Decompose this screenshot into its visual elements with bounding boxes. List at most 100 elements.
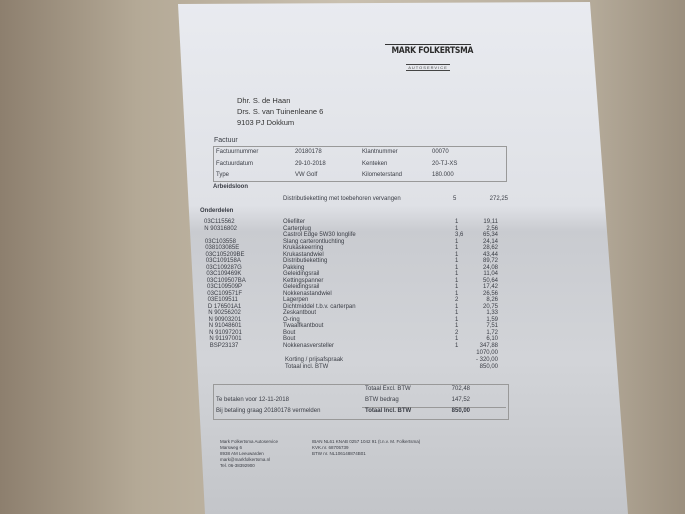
part-amount: 1,33	[486, 310, 498, 316]
part-code: N 90903201	[208, 316, 242, 323]
part-qty: 2	[455, 329, 459, 336]
part-amount: 11,04	[483, 271, 498, 277]
part-qty: 1	[455, 277, 459, 284]
part-code: 03C103558	[204, 238, 236, 245]
summary-value: 702,48	[451, 386, 470, 392]
pay-by-date: Te betalen voor 12-11-2018	[216, 397, 289, 403]
part-description: Oliefilter	[283, 219, 306, 225]
part-code: N 90256202	[208, 310, 241, 316]
part-amount: 24,08	[482, 264, 498, 271]
discount-amount: - 320,00	[475, 357, 498, 363]
part-qty: 1	[455, 258, 459, 264]
part-amount: 89,72	[482, 258, 498, 264]
part-qty: 1	[455, 219, 459, 225]
part-description: Zeskantbout	[283, 310, 317, 316]
part-description: Bout	[283, 329, 296, 336]
field-value: 29-10-2018	[295, 160, 326, 167]
summary-value: 850,00	[451, 408, 470, 414]
part-code: 03C115562	[204, 219, 235, 225]
footer-company-line: mark@markfolkertsma.nl	[220, 457, 271, 462]
field-label: Factuurdatum	[216, 160, 254, 167]
part-amount: 65,34	[482, 232, 498, 238]
part-qty: 3,6	[455, 232, 464, 238]
field-value: 20180178	[295, 149, 322, 155]
footer-company-line: Mark Folkertsma Autoservice	[220, 439, 279, 444]
labour-qty: 5	[453, 196, 457, 202]
subtotal: 1070,00	[476, 350, 498, 356]
part-description: O-ring	[283, 316, 300, 323]
part-amount: 26,56	[482, 290, 498, 297]
labour-description: Distributieketting met toebehoren vervan…	[283, 196, 401, 202]
summary-value: 147,52	[451, 397, 470, 403]
part-code: 038103085E	[205, 245, 240, 251]
labour-heading: Arbeidsloon	[213, 184, 249, 190]
part-code: 03C105209BE	[205, 251, 245, 258]
part-amount: 7,51	[486, 323, 498, 329]
part-amount: 347,88	[479, 342, 498, 349]
part-amount: 6,10	[486, 336, 498, 342]
footer-bank-line: KVK.nr. 68705739	[312, 445, 349, 450]
summary-label: Totaal Excl. BTW	[365, 386, 411, 392]
field-label: Factuurnummer	[216, 149, 259, 155]
invoice-title: Factuur	[214, 137, 238, 144]
part-qty: 1	[455, 245, 459, 251]
part-code: 03C109507BA	[206, 277, 246, 284]
part-qty: 1	[455, 264, 459, 271]
part-qty: 1	[455, 303, 459, 310]
footer-company-line: Marsweg 6	[220, 445, 243, 450]
part-qty: 1	[455, 310, 459, 316]
part-amount: 19,11	[483, 219, 498, 225]
field-label: Kilometerstand	[362, 172, 403, 178]
part-qty: 1	[455, 238, 459, 245]
recipient-street: Drs. S. van Tuinenleane 6	[237, 107, 324, 116]
part-code: N 91197001	[209, 336, 242, 342]
field-value: VW Golf	[295, 172, 318, 178]
part-qty: 1	[455, 323, 459, 329]
field-value: 180.000	[432, 172, 454, 178]
part-code: D 176501A1	[207, 303, 242, 310]
field-value: 20-TJ-XS	[432, 160, 458, 167]
summary-label: Totaal Incl. BTW	[365, 408, 412, 414]
part-description: Distributieketting	[283, 258, 328, 264]
part-description: Bout	[283, 336, 296, 342]
part-amount: 43,44	[482, 251, 498, 258]
field-value: 00070	[432, 149, 449, 155]
total-label: Totaal incl. BTW	[285, 364, 329, 370]
part-amount: 50,64	[482, 277, 498, 284]
part-qty: 1	[455, 251, 459, 258]
part-description: Pakking	[283, 264, 305, 271]
part-amount: 28,62	[482, 245, 498, 251]
footer-bank-line: IBAN NL61 KNAB 0257 1042 91 (t.n.v. M. F…	[312, 439, 421, 444]
part-code: N 91097201	[209, 329, 242, 336]
footer-bank-line: BTW nr. NL106148874B01	[312, 451, 366, 456]
part-amount: 2,56	[486, 225, 498, 232]
part-qty: 1	[455, 342, 459, 349]
part-code: 03C109287G	[206, 264, 242, 271]
footer-company-line: Tel. 06-38392900	[220, 463, 255, 468]
part-description: Castrol Edge 5W30 longlife	[283, 232, 356, 238]
part-code: N 91048601	[208, 323, 242, 329]
recipient-name: Dhr. S. de Haan	[237, 96, 291, 105]
part-qty: 1	[455, 225, 459, 232]
part-description: Carterplug	[283, 225, 312, 232]
company-logo: MARK FOLKERTSMA AUTOSERVICE	[385, 44, 473, 74]
part-description: Twaalfkantbout	[283, 323, 324, 329]
part-code: 03C109158A	[205, 258, 241, 264]
part-amount: 1,72	[486, 329, 498, 336]
part-amount: 17,42	[482, 284, 498, 290]
parts-heading: Onderdelen	[200, 208, 234, 214]
field-label: Kenteken	[362, 160, 388, 167]
part-description: Nokkenasversteller	[283, 342, 335, 349]
labour-amount: 272,25	[489, 196, 508, 202]
total-amount: 850,00	[479, 364, 498, 370]
field-label: Klantnummer	[362, 149, 398, 155]
part-description: Nokkenastandwiel	[283, 290, 332, 297]
part-description: Geleidingsrail	[283, 284, 320, 290]
part-amount: 24,14	[482, 238, 498, 245]
part-code: 03C109469K	[206, 271, 242, 277]
part-description: Kettingspanner	[283, 277, 324, 284]
part-amount: 8,26	[486, 297, 498, 303]
part-qty: 1	[455, 271, 459, 277]
footer-company-line: 8938 AM Leeuwarden	[220, 451, 264, 456]
part-qty: 1	[455, 316, 459, 323]
